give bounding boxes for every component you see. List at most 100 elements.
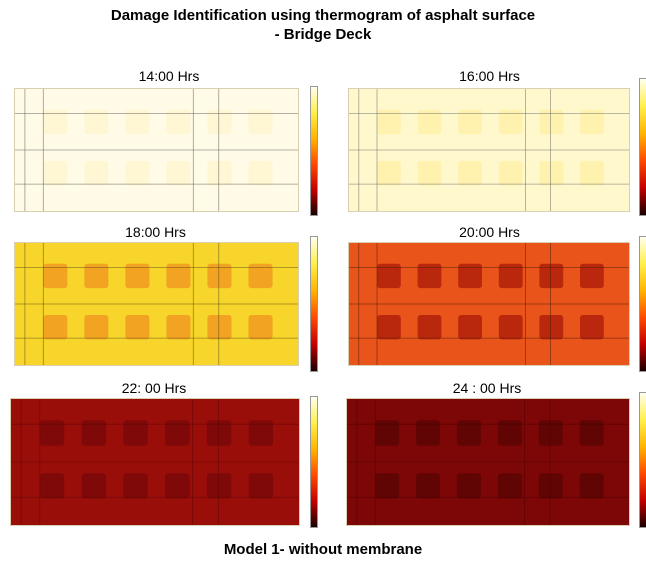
damage-patch [207, 109, 232, 135]
damage-patch [580, 160, 604, 186]
thermogram-graphic [349, 243, 629, 365]
thermogram-image [348, 88, 630, 212]
damage-patch [165, 473, 190, 499]
damage-patch [84, 109, 109, 135]
damage-patch [458, 263, 482, 289]
damage-patch [377, 160, 401, 186]
thermogram-panel-1400: 14:00 Hrs [14, 68, 324, 218]
panel-label: 20:00 Hrs [459, 224, 520, 240]
damage-patch [43, 314, 68, 340]
thermogram-panel-1800: 18:00 Hrs [14, 224, 324, 374]
damage-patch [538, 420, 563, 446]
damage-patch [207, 160, 232, 186]
thermogram-panel-2000: 20:00 Hrs [348, 224, 646, 374]
damage-patch [166, 263, 191, 289]
thermogram-panel-1600: 16:00 Hrs [348, 68, 646, 218]
damage-patch [416, 473, 441, 499]
colorbar [310, 396, 318, 528]
damage-patch [248, 314, 273, 340]
damage-patch [377, 314, 401, 340]
damage-patch [375, 420, 400, 446]
damage-patch [39, 420, 65, 446]
damage-patch [497, 473, 522, 499]
damage-patch [166, 109, 191, 135]
damage-patch [84, 263, 109, 289]
damage-patch [125, 109, 150, 135]
damage-patch [166, 314, 191, 340]
colorbar [639, 392, 646, 528]
damage-patch [417, 109, 442, 135]
damage-patch [539, 314, 564, 340]
thermogram-graphic [15, 243, 298, 365]
thermogram-graphic [349, 89, 629, 211]
damage-patch [458, 160, 482, 186]
damage-patch [166, 160, 191, 186]
damage-patch [458, 314, 482, 340]
panel-label: 14:00 Hrs [138, 68, 200, 84]
damage-patch [580, 263, 604, 289]
damage-patch [538, 473, 563, 499]
colorbar [310, 236, 318, 372]
thermogram-image [14, 88, 299, 212]
damage-patch [456, 420, 481, 446]
damage-patch [206, 473, 232, 499]
damage-patch [456, 473, 481, 499]
damage-patch [43, 109, 68, 135]
damage-patch [125, 263, 150, 289]
damage-patch [84, 160, 109, 186]
damage-patch [248, 420, 274, 446]
damage-patch [579, 473, 604, 499]
damage-patch [375, 473, 400, 499]
figure-caption: Model 1- without membrane [223, 541, 423, 558]
damage-patch [417, 160, 442, 186]
damage-patch [579, 420, 604, 446]
damage-patch [539, 263, 564, 289]
damage-patch [498, 109, 523, 135]
title-line-2: - Bridge Deck [274, 26, 372, 43]
damage-patch [248, 473, 274, 499]
damage-patch [81, 420, 107, 446]
damage-patch [43, 263, 68, 289]
damage-patch [207, 263, 232, 289]
thermogram-graphic [11, 399, 299, 525]
damage-patch [497, 420, 522, 446]
panel-label: 16:00 Hrs [459, 68, 520, 84]
panel-label: 22: 00 Hrs [121, 380, 187, 396]
damage-patch [377, 263, 401, 289]
title-line-1: Damage Identification using thermogram o… [110, 7, 536, 24]
damage-patch [417, 314, 442, 340]
colorbar [310, 86, 318, 216]
thermogram-panel-2400: 24 : 00 Hrs [346, 380, 646, 530]
damage-patch [123, 473, 148, 499]
damage-patch [84, 314, 109, 340]
damage-patch [125, 160, 150, 186]
panel-label: 24 : 00 Hrs [452, 380, 522, 396]
damage-patch [43, 160, 68, 186]
thermogram-graphic [347, 399, 629, 525]
damage-patch [165, 420, 190, 446]
colorbar [639, 78, 646, 216]
damage-patch [39, 473, 65, 499]
damage-patch [125, 314, 150, 340]
damage-patch [416, 420, 441, 446]
colorbar [639, 236, 646, 372]
damage-patch [539, 160, 564, 186]
damage-patch [81, 473, 107, 499]
panel-label: 18:00 Hrs [125, 224, 186, 240]
damage-patch [377, 109, 401, 135]
damage-patch [248, 160, 273, 186]
damage-patch [248, 109, 273, 135]
thermogram-panel-2200: 22: 00 Hrs [10, 380, 324, 530]
figure-title: Damage Identification using thermogram o… [0, 6, 646, 44]
damage-patch [580, 314, 604, 340]
damage-patch [207, 314, 232, 340]
thermogram-graphic [15, 89, 298, 211]
damage-patch [539, 109, 564, 135]
damage-patch [498, 160, 523, 186]
damage-patch [498, 263, 523, 289]
damage-patch [580, 109, 604, 135]
thermogram-image [348, 242, 630, 366]
thermogram-image [14, 242, 299, 366]
damage-patch [498, 314, 523, 340]
damage-patch [417, 263, 442, 289]
